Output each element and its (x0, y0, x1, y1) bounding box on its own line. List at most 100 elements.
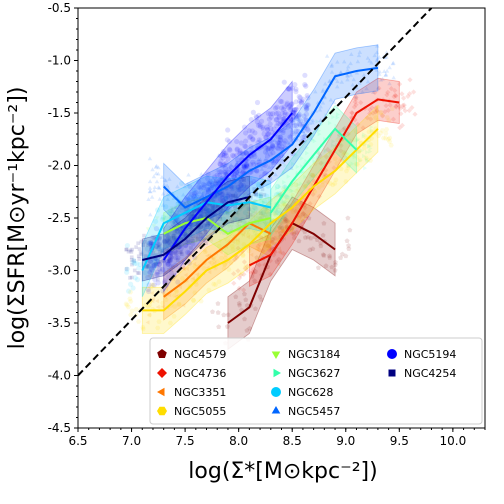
scatter-point (335, 137, 341, 142)
scatter-point (275, 145, 281, 152)
scatter-point (155, 207, 161, 213)
scatter-point (268, 219, 273, 224)
scatter-point (401, 105, 407, 111)
scatter-point (252, 306, 258, 311)
scatter-point (171, 236, 176, 240)
scatter-point (285, 104, 292, 110)
scatter-point (184, 230, 189, 235)
scatter-point (367, 58, 372, 63)
scatter-point (284, 197, 290, 203)
scatter-point (268, 126, 274, 132)
scatter-point (237, 150, 243, 157)
legend-item-NGC5457: NGC5457 (271, 405, 340, 418)
scatter-point (247, 162, 254, 168)
scatter-point (275, 235, 281, 240)
scatter-point (278, 192, 283, 198)
scatter-point (277, 246, 281, 251)
scatter-point (284, 100, 290, 106)
scatter-point (274, 259, 280, 264)
scatter-point (260, 248, 266, 254)
scatter-point (296, 94, 302, 100)
scatter-point (166, 259, 171, 263)
scatter-point (223, 195, 229, 201)
scatter-point (217, 177, 223, 183)
scatter-point (199, 225, 203, 230)
scatter-point (195, 272, 199, 277)
series-line-NGC4254 (142, 196, 250, 261)
scatter-point (221, 162, 227, 168)
scatter-point (297, 122, 303, 128)
scatter-point (145, 320, 150, 325)
scatter-point (331, 139, 336, 144)
scatter-point (198, 230, 203, 234)
scatter-point (280, 127, 286, 134)
scatter-point (173, 218, 179, 224)
scatter-point (409, 105, 415, 111)
scatter-point (296, 121, 302, 127)
scatter-point (227, 147, 233, 153)
scatter-point (278, 134, 284, 140)
scatter-point (201, 209, 207, 215)
scatter-point (232, 204, 238, 211)
scatter-point (323, 149, 328, 154)
scatter-point (277, 225, 283, 230)
scatter-point (367, 107, 373, 113)
scatter-point (191, 297, 197, 303)
scatter-point (156, 241, 162, 247)
scatter-point (212, 183, 218, 190)
scatter-point (172, 230, 178, 236)
scatter-point (146, 240, 153, 246)
scatter-point (361, 145, 367, 151)
scatter-point (378, 110, 384, 115)
scatter-point (269, 142, 276, 148)
scatter-point (354, 70, 360, 75)
scatter-point (175, 279, 181, 285)
scatter-point (203, 212, 208, 216)
scatter-point (154, 163, 159, 168)
scatter-point (374, 50, 380, 55)
scatter-point (290, 194, 295, 200)
scatter-point (283, 218, 289, 224)
scatter-point (311, 137, 315, 143)
scatter-point (255, 216, 260, 221)
scatter-point (142, 270, 148, 276)
scatter-point (234, 217, 241, 223)
scatter-point (392, 92, 398, 98)
scatter-point (313, 89, 318, 94)
scatter-point (136, 241, 140, 245)
scatter-point (172, 214, 177, 219)
scatter-point (241, 151, 247, 157)
scatter-point (292, 107, 298, 113)
scatter-point (337, 132, 343, 138)
scatter-point (235, 213, 241, 217)
scatter-point (252, 278, 258, 283)
scatter-point (259, 214, 265, 219)
scatter-point (223, 169, 229, 175)
scatter-point (212, 282, 219, 287)
scatter-point (136, 319, 142, 324)
scatter-point (252, 154, 258, 160)
scatter-point (262, 192, 267, 197)
scatter-point (321, 160, 326, 165)
scatter-point (255, 122, 262, 128)
scatter-point (153, 243, 159, 250)
scatter-point (390, 116, 396, 122)
scatter-point (243, 150, 249, 156)
scatter-point (289, 188, 294, 193)
scatter-point (357, 50, 363, 54)
scatter-point (388, 143, 394, 148)
scatter-point (371, 90, 376, 94)
scatter-point (343, 253, 349, 259)
scatter-point (342, 126, 347, 131)
scatter-point (340, 152, 347, 157)
scatter-point (368, 146, 373, 151)
scatter-point (163, 204, 169, 210)
scatter-point (293, 99, 299, 105)
scatter-point (141, 243, 145, 247)
scatter-point (356, 53, 362, 58)
scatter-point (287, 141, 292, 146)
scatter-point (236, 171, 242, 176)
scatter-point (271, 227, 277, 232)
scatter-point (282, 236, 286, 241)
scatter-point (202, 182, 208, 189)
